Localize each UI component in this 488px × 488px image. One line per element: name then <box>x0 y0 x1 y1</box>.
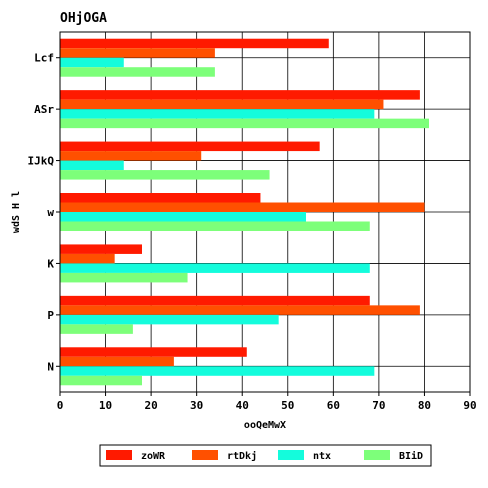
bar-ntx-IJkQ <box>60 160 124 171</box>
bar-BIiD-N <box>60 375 142 386</box>
x-tick-label: 90 <box>463 399 476 412</box>
legend-label-BIiD: BIiD <box>399 450 423 462</box>
x-tick-label: 50 <box>281 399 294 412</box>
y-tick-label: Lcf <box>34 52 54 65</box>
bar-zoWR-Lcf <box>60 38 329 49</box>
x-tick-label: 80 <box>418 399 431 412</box>
bar-zoWR-P <box>60 295 370 306</box>
x-tick-label: 40 <box>236 399 249 412</box>
x-tick-label: 0 <box>57 399 64 412</box>
x-tick-label: 60 <box>327 399 340 412</box>
legend-swatch-zoWR <box>106 450 132 460</box>
legend-box <box>99 444 432 467</box>
bar-ntx-w <box>60 212 306 222</box>
legend-swatch-BIiD <box>364 450 390 460</box>
bar-BIiD-w <box>60 221 370 231</box>
legend: zoWR rtDkj ntx BIiD <box>99 444 432 467</box>
y-tick-label: P <box>47 309 54 322</box>
bar-rtDkj-Lcf <box>60 48 215 58</box>
bar-rtDkj-ASr <box>60 99 384 110</box>
x-tick-label: 70 <box>372 399 385 412</box>
bar-rtDkj-K <box>60 253 115 264</box>
bar-zoWR-N <box>60 347 247 357</box>
bar-ntx-K <box>60 263 370 273</box>
bar-zoWR-IJkQ <box>60 141 320 152</box>
y-tick-label: ASr <box>34 103 54 116</box>
x-axis-ticks: 0 10 20 30 40 50 60 70 80 90 <box>57 392 477 412</box>
bar-zoWR-w <box>60 193 261 203</box>
bar-ntx-ASr <box>60 109 375 119</box>
x-tick-label: 20 <box>144 399 157 412</box>
bar-BIiD-K <box>60 272 188 283</box>
bar-ntx-P <box>60 314 279 325</box>
y-axis-label: wdS H l <box>11 191 22 233</box>
y-axis-ticks: Lcf ASr IJkQ w K P N <box>28 52 60 373</box>
bar-zoWR-ASr <box>60 90 420 100</box>
bar-rtDkj-IJkQ <box>60 151 202 161</box>
y-tick-label: w <box>47 206 54 219</box>
bars <box>60 38 429 386</box>
y-tick-label: N <box>47 360 54 373</box>
legend-label-rtDkj: rtDkj <box>227 450 257 462</box>
y-tick-label: IJkQ <box>28 155 55 168</box>
bar-rtDkj-w <box>60 202 425 212</box>
legend-swatch-rtDkj <box>192 450 218 460</box>
legend-label-ntx: ntx <box>313 451 331 462</box>
bar-BIiD-IJkQ <box>60 170 270 180</box>
y-tick-label: K <box>47 257 54 270</box>
bar-rtDkj-P <box>60 305 420 315</box>
bar-BIiD-ASr <box>60 118 429 129</box>
x-tick-label: 10 <box>99 399 112 412</box>
chart-title: OHjOGA <box>60 11 107 26</box>
x-axis-label: ooQeMwX <box>244 420 286 431</box>
bar-zoWR-K <box>60 244 142 254</box>
legend-label-zoWR: zoWR <box>141 451 166 462</box>
x-tick-label: 30 <box>190 399 203 412</box>
bar-ntx-Lcf <box>60 57 124 68</box>
bar-rtDkj-N <box>60 356 174 367</box>
bar-BIiD-Lcf <box>60 67 215 77</box>
legend-swatch-ntx <box>278 450 304 460</box>
bar-BIiD-P <box>60 324 133 334</box>
bar-ntx-N <box>60 366 375 376</box>
